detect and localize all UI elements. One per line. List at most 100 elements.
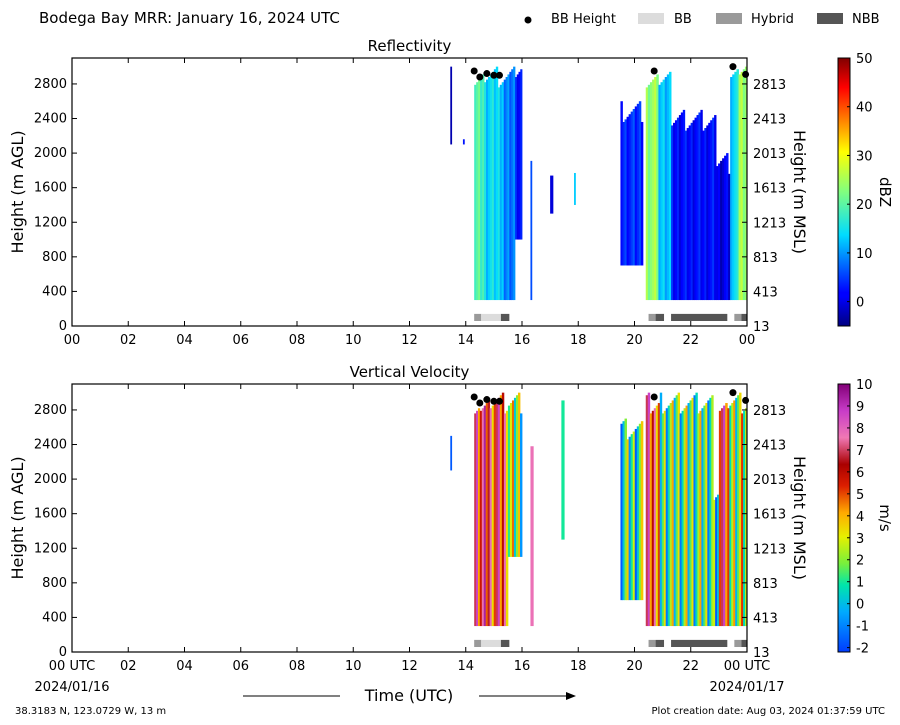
- vel-y-tick-label: 1600: [34, 507, 67, 522]
- refl-precip-stripe: [671, 125, 674, 301]
- refl-bb-height-point: [483, 70, 491, 78]
- vel-bb-class-hybrid: [648, 639, 656, 647]
- refl-precip-stripe: [622, 121, 625, 266]
- refl-precip-stripe: [513, 66, 516, 301]
- vel-precip-stripe: [713, 499, 716, 627]
- refl-precip-stripe: [507, 74, 510, 301]
- refl-precip-stripe: [664, 77, 668, 301]
- vel-precip-stripe: [673, 397, 677, 627]
- vel-colorbar-tick-label: 4: [856, 510, 864, 525]
- vel-precip-stripe: [737, 395, 740, 627]
- refl-bb-height-point: [496, 71, 503, 79]
- vel-precip-stripe: [727, 408, 730, 627]
- refl-x-tick-label: 14: [457, 333, 474, 348]
- refl-precip-stripe: [706, 125, 709, 301]
- vel-precip-stripe: [645, 395, 649, 627]
- refl-bb-class-hybrid: [474, 313, 482, 321]
- refl-precip-stripe: [520, 69, 523, 240]
- vel-colorbar-tick-label: -1: [856, 620, 869, 635]
- vel-precip-stripe: [651, 410, 655, 627]
- refl-precip-stripe: [732, 74, 735, 301]
- vel-colorbar-label: m/s: [876, 504, 894, 532]
- vel-y2-axis-label: Height (m MSL): [790, 456, 809, 580]
- vel-precip-stripe: [561, 400, 565, 540]
- refl-y-tick-label: 1200: [34, 215, 67, 230]
- vel-colorbar-tick-label: 6: [856, 466, 864, 481]
- vel-x-tick-label: 12: [401, 659, 418, 674]
- refl-precip-stripe: [656, 74, 659, 301]
- refl-precip-stripe: [645, 87, 649, 301]
- vel-precip-stripe: [657, 403, 661, 627]
- vel-precip-stripe: [689, 400, 692, 627]
- refl-precip-stripe: [734, 71, 737, 301]
- vel-precip-stripe: [671, 400, 675, 627]
- refl-x-tick-label: 22: [682, 333, 699, 348]
- vel-precip-stripe: [655, 405, 659, 627]
- vel-precip-stripe: [487, 400, 491, 627]
- vel-bb-class-hybrid: [474, 639, 482, 647]
- vel-colorbar-tick-label: 7: [856, 444, 864, 459]
- refl-precip-stripe: [509, 71, 512, 301]
- vel-colorbar-tick-label: 9: [856, 400, 864, 415]
- vel-x-tick-label: 06: [232, 659, 249, 674]
- vel-colorbar-tick-label: -2: [856, 642, 869, 657]
- vel-precip-stripe: [707, 400, 710, 627]
- refl-y2-tick-label: 2413: [753, 113, 786, 128]
- refl-x-tick-label: 02: [120, 333, 137, 348]
- refl-precip-stripe: [712, 117, 715, 301]
- refl-precip-stripe: [493, 69, 497, 301]
- refl-x-tick-label: 08: [289, 333, 306, 348]
- vel-y2-tick-label: 13: [753, 646, 770, 661]
- vel-precip-stripe: [679, 413, 682, 627]
- vel-precip-stripe: [745, 408, 748, 627]
- refl-precip-stripe: [652, 79, 655, 301]
- refl-y-tick-label: 400: [42, 284, 67, 299]
- vel-y2-tick-label: 2413: [753, 439, 786, 454]
- refl-precip-stripe: [728, 173, 731, 301]
- vel-precip-stripe: [519, 413, 523, 557]
- vel-precip-stripe: [691, 397, 694, 627]
- vel-bb-height-point: [490, 397, 498, 405]
- vel-precip-stripe: [647, 392, 651, 627]
- refl-precip-stripe: [674, 120, 678, 301]
- refl-precip-stripe: [673, 122, 676, 301]
- vel-bb-height-point: [650, 393, 658, 401]
- refl-precip-stripe: [495, 66, 499, 301]
- vel-precip-stripe: [495, 400, 499, 627]
- refl-precip-stripe: [511, 69, 514, 301]
- refl-precip-stripe: [708, 122, 711, 301]
- refl-bb-class-hybrid: [648, 313, 656, 321]
- refl-precip-stripe: [702, 130, 705, 301]
- start-date-label: 2024/01/16: [35, 680, 110, 695]
- vel-precip-stripe: [665, 408, 669, 627]
- vel-precip-stripe: [509, 403, 513, 557]
- refl-bb-height-point: [729, 63, 737, 71]
- vel-precip-stripe: [624, 418, 627, 601]
- refl-x-tick-label: 10: [345, 333, 362, 348]
- vel-precip-stripe: [697, 413, 700, 627]
- refl-precip-stripe: [744, 66, 748, 301]
- refl-bb-height-point: [490, 71, 498, 79]
- vel-precip-stripe: [485, 403, 489, 627]
- vel-precip-stripe: [636, 426, 640, 601]
- vel-x-tick-label: 16: [514, 659, 531, 674]
- vel-colorbar-tick-label: 5: [856, 488, 864, 503]
- vel-precip-stripe: [667, 405, 671, 627]
- vel-precip-stripe: [483, 405, 487, 627]
- vel-y-tick-label: 0: [59, 645, 67, 660]
- refl-y2-tick-label: 2813: [753, 78, 786, 93]
- refl-precip-stripe: [550, 175, 554, 214]
- refl-y2-tick-label: 1213: [753, 216, 786, 231]
- refl-bb-height-point: [650, 67, 658, 75]
- vel-precip-stripe: [628, 436, 632, 601]
- vel-precip-stripe: [705, 403, 708, 627]
- refl-y-tick-label: 800: [42, 250, 67, 265]
- vel-colorbar-tick-label: 3: [856, 532, 864, 547]
- vel-precip-stripe: [505, 410, 509, 627]
- vel-y-tick-label: 2400: [34, 438, 67, 453]
- vel-precip-stripe: [669, 403, 673, 627]
- vel-colorbar-tick-label: 0: [856, 598, 864, 613]
- refl-precip-stripe: [682, 109, 686, 301]
- refl-bb-height-point: [470, 67, 478, 75]
